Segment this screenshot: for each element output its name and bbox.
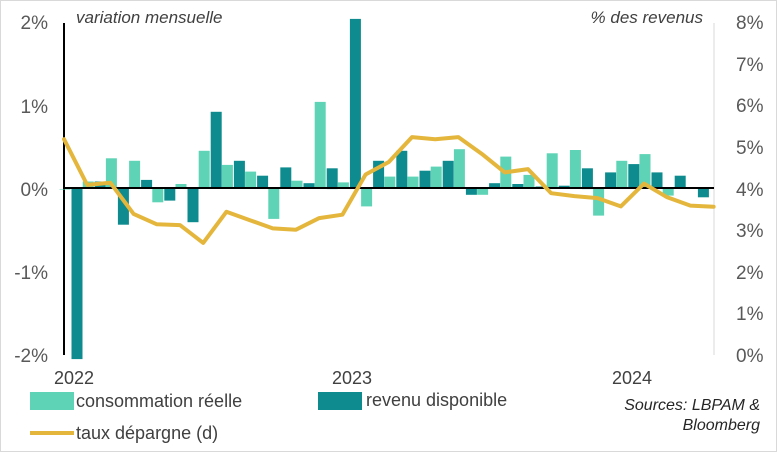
- legend-swatch-consommation: [30, 392, 74, 410]
- bar-revenu-2024-03: [674, 175, 686, 189]
- bar-revenu-2023-11: [581, 168, 593, 190]
- bar-consommation-2024-02: [639, 154, 651, 189]
- bar-revenu-2022-07: [210, 111, 222, 189]
- bar-consommation-2023-10: [546, 153, 558, 189]
- bar-consommation-2022-09: [245, 171, 257, 189]
- legend-swatch-revenu: [318, 392, 362, 410]
- bar-revenu-2023-03: [396, 150, 408, 189]
- bar-consommation-2022-06: [175, 184, 187, 189]
- bar-revenu-2022-11: [303, 183, 315, 189]
- right-tick-label: 0%: [736, 346, 764, 367]
- bar-revenu-2022-01: [71, 189, 83, 360]
- bar-consommation-2023-03: [384, 176, 396, 189]
- legend-label-consommation: consommation réelle: [76, 391, 242, 411]
- series-revenu: [71, 18, 709, 360]
- left-tick-label: 0%: [21, 180, 49, 201]
- right-tick-label: 5%: [736, 138, 764, 159]
- right-tick-label: 4%: [736, 180, 764, 201]
- bar-revenu-2023-04: [419, 170, 431, 189]
- bar-revenu-2022-09: [257, 175, 269, 189]
- bar-consommation-2022-04: [129, 160, 141, 189]
- bar-revenu-2022-08: [233, 160, 245, 189]
- bar-consommation-2023-05: [430, 166, 442, 189]
- right-tick-label: 8%: [736, 13, 764, 34]
- right-tick-label: 1%: [736, 304, 764, 325]
- right-axis-title: % des revenus: [591, 8, 704, 27]
- bar-revenu-2024-01: [628, 164, 640, 189]
- bar-consommation-2023-12: [593, 189, 605, 216]
- bar-revenu-2022-06: [187, 189, 199, 223]
- source-line-1: Sources: LBPAM &: [624, 397, 760, 414]
- left-tick-label: -1%: [14, 263, 48, 284]
- bar-consommation-2023-04: [407, 176, 419, 189]
- bar-revenu-2024-02: [651, 172, 663, 189]
- left-axis-title: variation mensuelle: [76, 8, 222, 27]
- bar-consommation-2022-03: [105, 158, 117, 189]
- left-tick-label: 1%: [21, 97, 49, 118]
- bar-consommation-2022-08: [221, 164, 233, 189]
- bar-consommation-2023-02: [361, 189, 373, 207]
- bar-revenu-2023-08: [512, 184, 524, 189]
- left-tick-label: 2%: [21, 13, 49, 34]
- bar-revenu-2022-12: [326, 168, 338, 190]
- bar-consommation-2022-10: [268, 189, 280, 219]
- bar-revenu-2023-06: [465, 189, 477, 195]
- bar-consommation-2022-01: [59, 189, 71, 190]
- right-tick-label: 6%: [736, 96, 764, 117]
- source-line-2: Bloomberg: [683, 417, 760, 434]
- x-year-label: 2022: [54, 368, 94, 388]
- bar-consommation-2023-11: [569, 150, 581, 189]
- bar-revenu-2023-12: [605, 172, 617, 189]
- bar-revenu-2023-07: [489, 183, 501, 189]
- right-tick-label: 3%: [736, 221, 764, 242]
- bar-consommation-2022-07: [198, 150, 210, 189]
- bar-consommation-2022-11: [291, 180, 303, 189]
- x-year-label: 2024: [612, 368, 652, 388]
- right-tick-label: 7%: [736, 55, 764, 76]
- bar-consommation-2023-06: [453, 149, 465, 189]
- series-taux-epargne: [62, 135, 716, 245]
- legend-label-revenu: revenu disponible: [366, 390, 507, 410]
- bar-revenu-2022-05: [164, 189, 176, 201]
- x-year-label: 2023: [332, 368, 372, 388]
- bar-revenu-2022-04: [141, 179, 153, 189]
- bar-consommation-2024-01: [616, 160, 628, 189]
- bar-revenu-2024-04: [697, 189, 709, 198]
- bar-revenu-2023-02: [373, 160, 385, 189]
- series-consommation: [59, 101, 674, 219]
- bar-consommation-2023-01: [337, 182, 349, 189]
- bar-consommation-2023-07: [477, 189, 489, 195]
- legend-label-taux: taux dépargne (d): [76, 423, 218, 443]
- bar-revenu-2022-03: [117, 189, 129, 225]
- right-tick-label: 2%: [736, 263, 764, 284]
- bar-consommation-2024-03: [662, 189, 674, 196]
- left-tick-label: -2%: [14, 346, 48, 367]
- bar-revenu-2022-10: [280, 167, 292, 189]
- bar-revenu-2023-01: [349, 18, 361, 190]
- bar-revenu-2023-05: [442, 160, 454, 189]
- bar-consommation-2022-12: [314, 101, 326, 189]
- bar-consommation-2023-09: [523, 174, 535, 189]
- bar-consommation-2022-05: [152, 189, 164, 203]
